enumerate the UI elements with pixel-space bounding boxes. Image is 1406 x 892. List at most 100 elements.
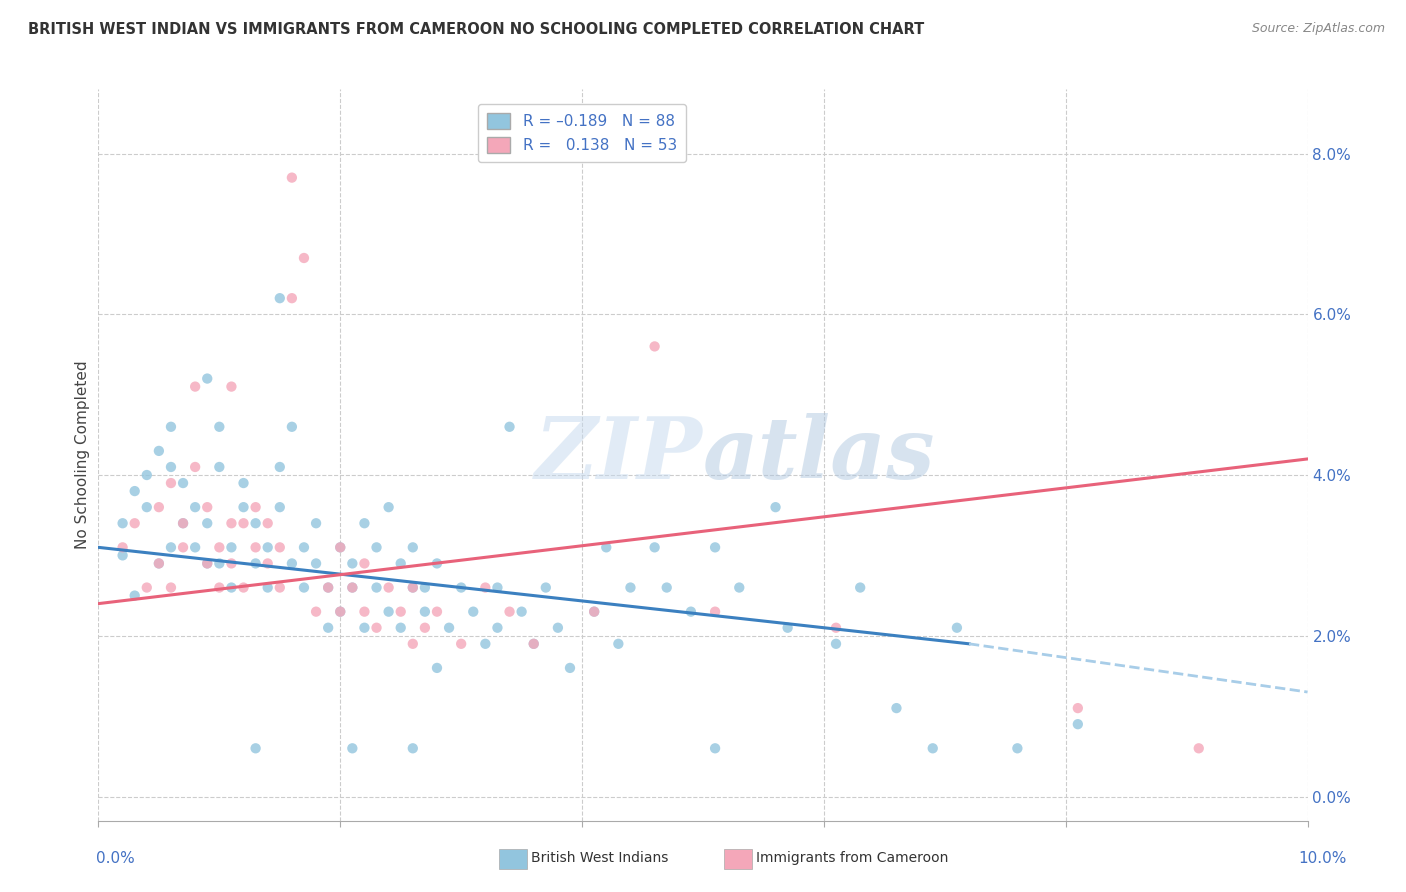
Point (269, 500, 291, 515)
Point (172, 476, 194, 491)
Point (353, 605, 375, 619)
Point (486, 581, 509, 595)
Point (305, 516, 328, 531)
Point (111, 541, 134, 555)
Point (413, 605, 436, 619)
Point (644, 339, 666, 353)
Point (160, 581, 183, 595)
Point (208, 460, 231, 475)
Point (389, 557, 412, 571)
Point (281, 419, 304, 434)
Point (111, 516, 134, 531)
Point (292, 541, 315, 555)
Point (160, 541, 183, 555)
Point (353, 516, 375, 531)
Point (256, 581, 278, 595)
Point (245, 557, 267, 571)
Point (463, 605, 485, 619)
Point (316, 581, 339, 595)
Point (353, 557, 375, 571)
Point (148, 500, 170, 515)
Point (486, 621, 509, 635)
Point (825, 621, 848, 635)
Point (377, 581, 399, 595)
Text: British West Indians: British West Indians (531, 851, 669, 865)
Point (1007, 741, 1029, 756)
Point (946, 621, 969, 635)
Point (232, 516, 254, 531)
Point (160, 419, 183, 434)
Point (704, 541, 727, 555)
Point (124, 516, 146, 531)
Point (498, 419, 520, 434)
Point (160, 476, 183, 491)
Point (413, 581, 436, 595)
Point (921, 741, 943, 756)
Point (221, 581, 243, 595)
Text: Immigrants from Cameroon: Immigrants from Cameroon (756, 851, 949, 865)
Point (208, 581, 231, 595)
Point (195, 557, 218, 571)
Point (644, 541, 666, 555)
Point (595, 541, 617, 555)
Point (474, 581, 496, 595)
Point (450, 637, 472, 651)
Point (292, 581, 315, 595)
Point (208, 557, 231, 571)
Point (221, 379, 243, 393)
Point (184, 500, 207, 515)
Point (195, 557, 218, 571)
Point (353, 621, 375, 635)
Point (547, 621, 569, 635)
Point (1067, 701, 1090, 715)
Point (426, 605, 449, 619)
Point (534, 581, 557, 595)
Point (704, 605, 727, 619)
Point (269, 460, 291, 475)
Point (245, 741, 267, 756)
Text: atlas: atlas (703, 413, 935, 497)
Point (558, 661, 581, 675)
Point (679, 605, 702, 619)
Point (426, 661, 449, 675)
Point (316, 621, 339, 635)
Point (256, 557, 278, 571)
Point (329, 541, 352, 555)
Point (825, 637, 848, 651)
Point (329, 605, 352, 619)
Point (655, 581, 678, 595)
Point (124, 484, 146, 499)
Point (377, 605, 399, 619)
Point (583, 605, 606, 619)
Point (305, 557, 328, 571)
Point (184, 460, 207, 475)
Point (221, 541, 243, 555)
Point (184, 541, 207, 555)
Point (208, 541, 231, 555)
Point (402, 541, 425, 555)
Point (886, 701, 908, 715)
Point (269, 541, 291, 555)
Point (124, 589, 146, 603)
Point (402, 581, 425, 595)
Point (402, 581, 425, 595)
Point (292, 251, 315, 265)
Point (232, 500, 254, 515)
Point (148, 557, 170, 571)
Text: 10.0%: 10.0% (1299, 851, 1347, 865)
Point (245, 541, 267, 555)
Point (765, 500, 787, 515)
Point (281, 557, 304, 571)
Text: 0.0%: 0.0% (96, 851, 135, 865)
Text: BRITISH WEST INDIAN VS IMMIGRANTS FROM CAMEROON NO SCHOOLING COMPLETED CORRELATI: BRITISH WEST INDIAN VS IMMIGRANTS FROM C… (28, 22, 924, 37)
Point (135, 500, 157, 515)
Point (366, 621, 388, 635)
Point (232, 581, 254, 595)
Point (474, 637, 496, 651)
Point (305, 605, 328, 619)
Point (342, 741, 364, 756)
Point (329, 605, 352, 619)
Point (776, 621, 799, 635)
Point (426, 557, 449, 571)
Point (437, 621, 460, 635)
